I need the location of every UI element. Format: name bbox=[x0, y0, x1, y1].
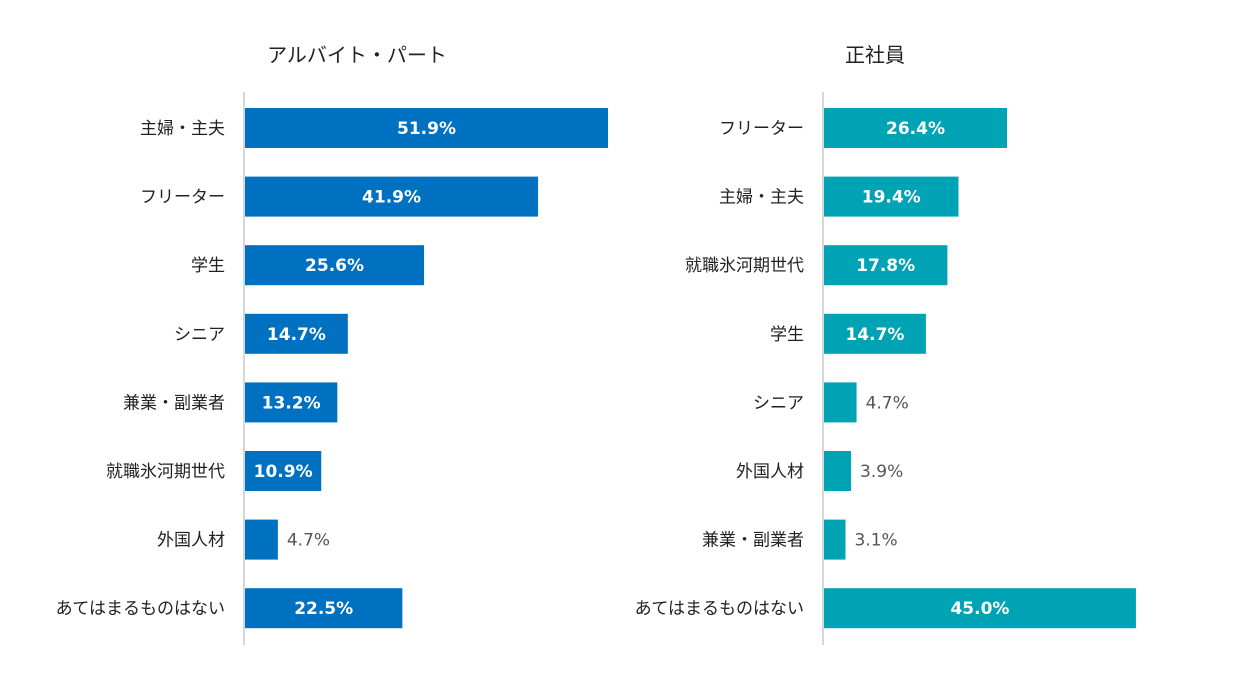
data-label: 26.4% bbox=[886, 119, 945, 139]
bar bbox=[245, 451, 322, 491]
bar bbox=[245, 176, 539, 217]
data-label: 14.7% bbox=[845, 325, 904, 345]
category-label: フリーター bbox=[140, 188, 225, 208]
category-label: 就職氷河期世代 bbox=[685, 256, 804, 276]
data-label: 45.0% bbox=[950, 599, 1009, 619]
bar bbox=[824, 245, 948, 286]
chart-title-2: 正社員 bbox=[845, 43, 905, 67]
category-label: シニア bbox=[753, 393, 804, 413]
data-label: 10.9% bbox=[254, 462, 313, 482]
bar bbox=[824, 313, 926, 354]
data-label: 13.2% bbox=[262, 393, 321, 413]
bar bbox=[824, 519, 846, 560]
category-label: 外国人材 bbox=[736, 462, 804, 482]
data-label: 4.7% bbox=[866, 393, 909, 413]
category-label: あてはまるものはない bbox=[635, 599, 804, 619]
bar bbox=[245, 382, 338, 423]
bar bbox=[824, 176, 959, 217]
chart-title-1: アルバイト・パート bbox=[267, 43, 447, 67]
category-label: 主婦・主夫 bbox=[140, 119, 225, 139]
bar bbox=[245, 588, 403, 629]
category-label: シニア bbox=[174, 325, 225, 345]
data-label: 17.8% bbox=[856, 256, 915, 276]
category-label: 兼業・副業者 bbox=[123, 393, 225, 413]
category-label: 就職氷河期世代 bbox=[106, 462, 225, 482]
bar bbox=[824, 108, 1007, 148]
data-label: 41.9% bbox=[362, 188, 421, 208]
category-label: 学生 bbox=[191, 256, 225, 276]
category-label: あてはまるものはない bbox=[56, 599, 225, 619]
category-label: 兼業・副業者 bbox=[702, 531, 804, 551]
data-label: 51.9% bbox=[397, 119, 456, 139]
category-label: 主婦・主夫 bbox=[719, 188, 804, 208]
bar bbox=[245, 108, 608, 148]
category-label: 外国人材 bbox=[157, 531, 225, 551]
data-label: 25.6% bbox=[305, 256, 364, 276]
bar bbox=[824, 451, 852, 491]
bar bbox=[824, 382, 857, 423]
bar bbox=[245, 519, 278, 560]
bar bbox=[245, 313, 348, 354]
category-label: 学生 bbox=[770, 325, 804, 345]
data-label: 3.1% bbox=[854, 531, 897, 551]
data-label: 3.9% bbox=[860, 462, 903, 482]
data-label: 4.7% bbox=[287, 531, 330, 551]
bar bbox=[245, 245, 425, 286]
data-label: 22.5% bbox=[294, 599, 353, 619]
data-label: 14.7% bbox=[267, 325, 326, 345]
bar bbox=[824, 588, 1136, 629]
category-label: フリーター bbox=[719, 119, 804, 139]
data-label: 19.4% bbox=[862, 188, 921, 208]
